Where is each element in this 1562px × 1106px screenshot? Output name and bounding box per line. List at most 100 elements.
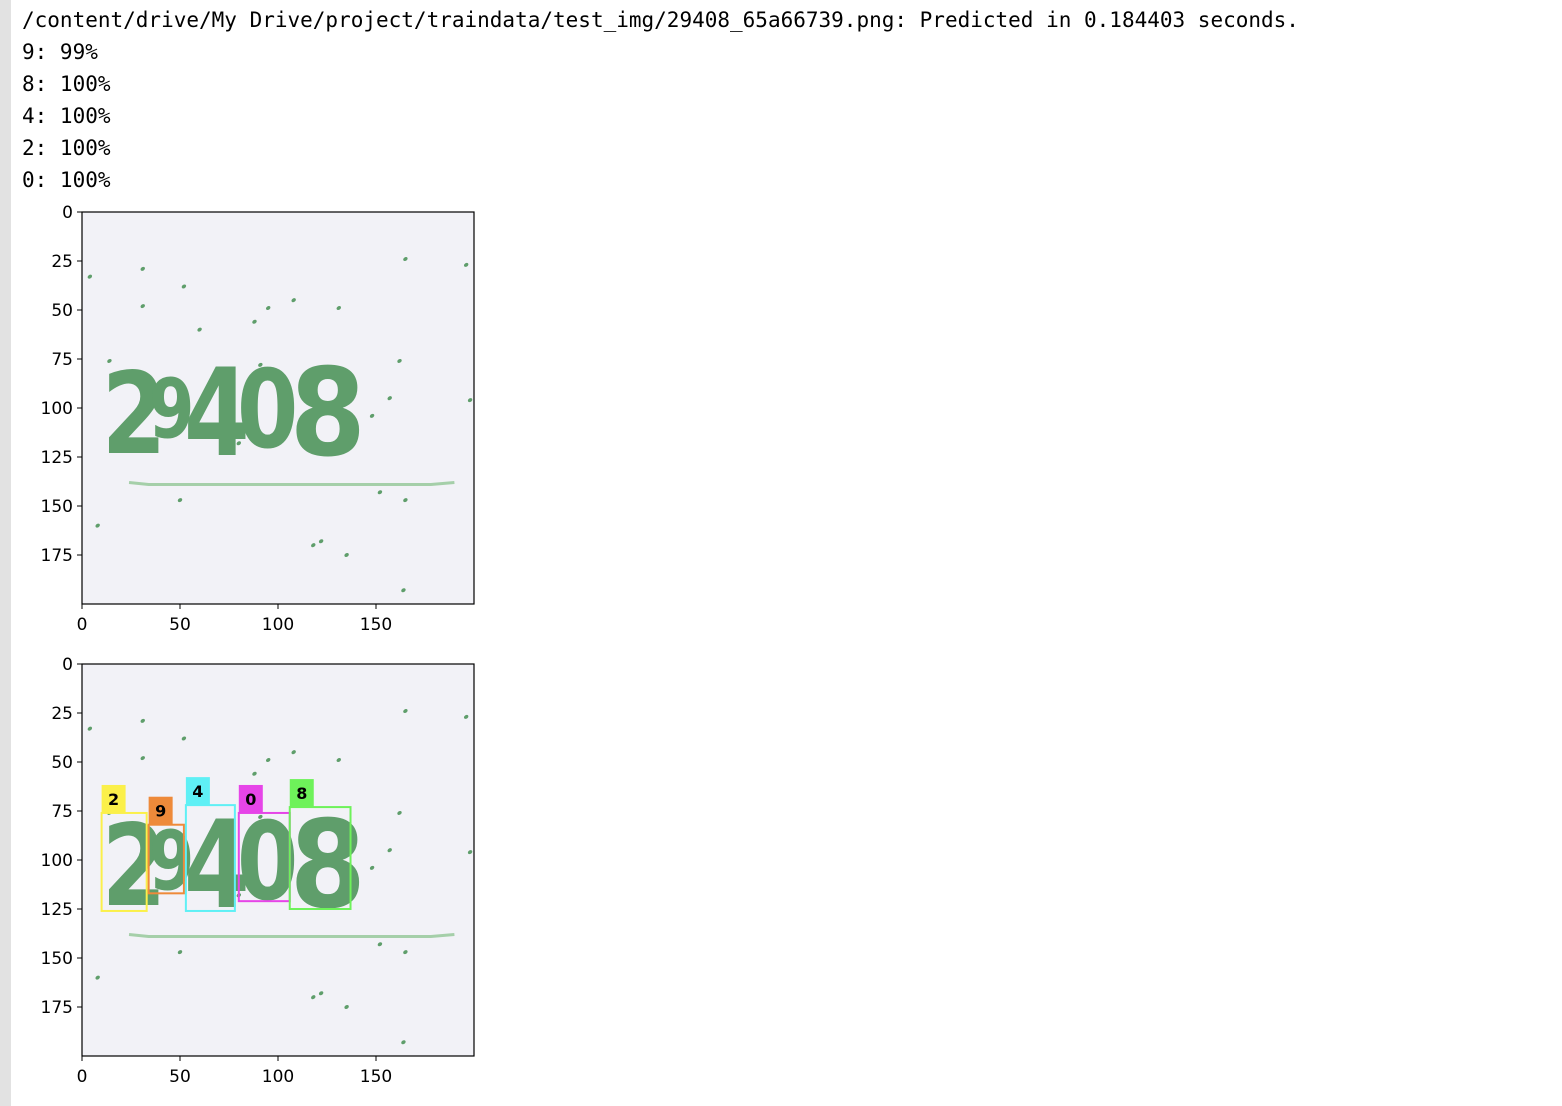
y-tick-label: 50 — [51, 301, 73, 321]
captcha-digit: 9 — [149, 361, 195, 457]
x-tick-label: 150 — [360, 1067, 392, 1087]
captcha-detection-plot: 2 9 4 0 8 2 9 4 0 8 0 25 50 75 100 125 150 175 0 50 100 150 — [22, 652, 492, 1092]
prediction-summary-line: /content/drive/My Drive/project/traindat… — [22, 8, 1299, 32]
detection-box — [100, 811, 148, 912]
noise-speck — [87, 274, 93, 279]
captcha-digit: 4 — [184, 342, 250, 484]
y-tick-label: 50 — [51, 753, 73, 773]
detection-label: 2 — [108, 790, 119, 809]
x-tick-label: 100 — [262, 615, 294, 635]
y-tick-label: 25 — [51, 252, 73, 272]
noise-speck — [318, 991, 324, 996]
detection-label-bg — [238, 784, 263, 813]
noise-speck — [401, 588, 406, 593]
detection-box — [288, 806, 352, 910]
y-tick-label: 125 — [41, 448, 73, 468]
noise-speck — [344, 552, 349, 558]
noise-speck — [387, 848, 392, 853]
detection-line: 2: 100% — [22, 136, 111, 160]
noise-speck — [258, 362, 263, 367]
detection-label-bg — [148, 796, 173, 825]
noise-speck — [291, 298, 296, 303]
noise-speck — [463, 714, 469, 719]
noise-speck — [311, 543, 316, 548]
x-tick-label: 150 — [360, 615, 392, 635]
noise-speck — [403, 709, 408, 714]
y-tick-label: 0 — [62, 203, 73, 223]
y-tick-label: 125 — [41, 900, 73, 920]
detection-label-bg — [185, 777, 210, 806]
detection-line: 0: 100% — [22, 168, 111, 192]
captcha-digit: 2 — [102, 348, 167, 480]
x-tick-label: 0 — [77, 615, 88, 635]
noise-speck — [403, 257, 408, 262]
y-tick-label: 150 — [41, 497, 73, 517]
detection-label: 9 — [155, 802, 166, 821]
noise-speck — [265, 306, 271, 311]
noise-speck — [181, 284, 187, 289]
y-tick-label: 100 — [41, 399, 73, 419]
noise-speck — [377, 490, 383, 495]
noise-speck — [252, 771, 257, 776]
noise-speck — [236, 441, 242, 446]
y-tick-label: 75 — [51, 802, 73, 822]
noise-speck — [403, 498, 408, 503]
y-tick-label: 100 — [41, 851, 73, 871]
x-tick-label: 50 — [169, 615, 191, 635]
noise-speck — [258, 814, 263, 819]
noise-speck — [95, 523, 100, 528]
image-background — [82, 212, 474, 604]
detection-box — [184, 804, 236, 912]
noise-speck — [265, 758, 271, 763]
noise-speck — [140, 266, 145, 271]
noise-speck — [318, 539, 324, 544]
noise-speck — [336, 306, 341, 311]
detection-line: 9: 99% — [22, 40, 98, 64]
cell-output: /content/drive/My Drive/project/traindat… — [22, 4, 1299, 196]
detection-label: 8 — [296, 784, 307, 803]
noise-speck — [197, 327, 202, 332]
noise-speck — [387, 396, 392, 401]
captcha-digit: 8 — [290, 344, 366, 485]
noise-speck — [291, 750, 296, 755]
noise-speck — [140, 756, 145, 761]
output-gutter — [0, 0, 11, 1106]
noise-speck — [397, 810, 402, 815]
noise-speck — [177, 498, 183, 503]
x-tick-label: 100 — [262, 1067, 294, 1087]
captcha-digit: 0 — [237, 801, 299, 926]
y-tick-label: 25 — [51, 704, 73, 724]
captcha-image-plot: 2 9 4 0 8 0 25 50 75 100 125 150 175 0 50 100 150 — [22, 200, 492, 640]
noise-speck — [140, 718, 145, 723]
noise-speck — [140, 304, 145, 309]
noise-speck — [403, 950, 408, 955]
noise-speck — [87, 726, 93, 731]
detection-line: 4: 100% — [22, 104, 111, 128]
noise-speck — [336, 758, 341, 763]
y-tick-label: 175 — [41, 546, 73, 566]
noise-speck — [377, 942, 383, 947]
y-tick-label: 0 — [62, 655, 73, 675]
y-tick-label: 175 — [41, 998, 73, 1018]
noise-line — [128, 932, 455, 938]
detection-line: 8: 100% — [22, 72, 111, 96]
noise-speck — [95, 975, 100, 980]
y-tick-label: 150 — [41, 949, 73, 969]
captcha-digit: 0 — [237, 349, 299, 474]
detection-label-bg — [101, 784, 126, 813]
noise-speck — [311, 995, 316, 1000]
captcha-digit: 8 — [290, 796, 366, 937]
detection-label: 4 — [192, 782, 203, 801]
x-tick-label: 0 — [77, 1067, 88, 1087]
noise-speck — [467, 398, 473, 403]
detection-label: 0 — [245, 790, 256, 809]
noise-speck — [401, 1040, 406, 1045]
y-tick-label: 75 — [51, 350, 73, 370]
noise-speck — [181, 736, 187, 741]
noise-speck — [177, 950, 183, 955]
detection-label-bg — [289, 779, 314, 808]
noise-speck — [369, 865, 375, 870]
noise-speck — [397, 358, 402, 363]
